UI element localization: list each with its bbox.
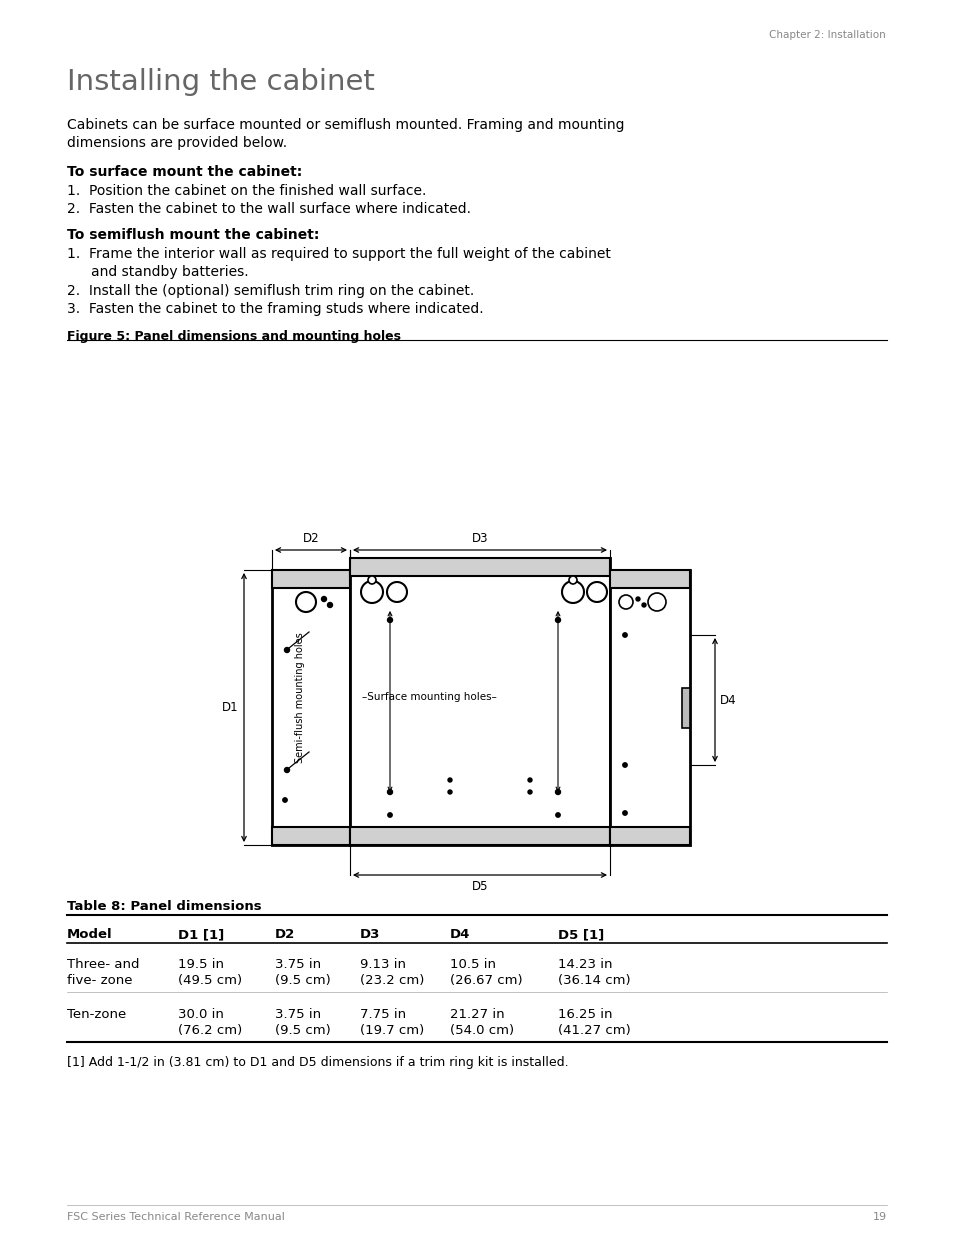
Text: 3.75 in: 3.75 in <box>274 1008 321 1021</box>
Text: 1.  Position the cabinet on the finished wall surface.: 1. Position the cabinet on the finished … <box>67 184 426 198</box>
Circle shape <box>368 576 375 584</box>
Text: (41.27 cm): (41.27 cm) <box>558 1024 630 1037</box>
Text: D1: D1 <box>222 701 239 714</box>
Text: (9.5 cm): (9.5 cm) <box>274 1024 331 1037</box>
Bar <box>609 571 689 845</box>
Circle shape <box>586 582 606 601</box>
Text: (49.5 cm): (49.5 cm) <box>178 974 242 987</box>
Text: 16.25 in: 16.25 in <box>558 1008 612 1021</box>
Text: D2: D2 <box>274 927 294 941</box>
Bar <box>272 571 350 588</box>
Text: D5: D5 <box>471 881 488 893</box>
Text: D2: D2 <box>302 532 319 545</box>
Text: D4: D4 <box>720 694 736 706</box>
Circle shape <box>284 767 289 773</box>
Text: 2.  Fasten the cabinet to the wall surface where indicated.: 2. Fasten the cabinet to the wall surfac… <box>67 203 471 216</box>
Text: Cabinets can be surface mounted or semiflush mounted. Framing and mounting: Cabinets can be surface mounted or semif… <box>67 119 624 132</box>
Text: Ten-zone: Ten-zone <box>67 1008 126 1021</box>
Circle shape <box>568 576 577 584</box>
Circle shape <box>327 603 333 608</box>
Bar <box>609 827 689 845</box>
Text: 7.75 in: 7.75 in <box>359 1008 406 1021</box>
Bar <box>350 558 609 576</box>
Text: (23.2 cm): (23.2 cm) <box>359 974 424 987</box>
Text: To surface mount the cabinet:: To surface mount the cabinet: <box>67 165 302 179</box>
Bar <box>681 688 689 727</box>
Text: D3: D3 <box>359 927 380 941</box>
Text: D4: D4 <box>450 927 470 941</box>
Circle shape <box>387 582 407 601</box>
Circle shape <box>618 595 633 609</box>
Circle shape <box>647 593 665 611</box>
Text: Model: Model <box>67 927 112 941</box>
Text: FSC Series Technical Reference Manual: FSC Series Technical Reference Manual <box>67 1212 285 1221</box>
Circle shape <box>636 597 639 601</box>
Circle shape <box>448 778 452 782</box>
Text: Chapter 2: Installation: Chapter 2: Installation <box>768 30 885 40</box>
Text: Table 8: Panel dimensions: Table 8: Panel dimensions <box>67 900 261 913</box>
Text: (36.14 cm): (36.14 cm) <box>558 974 630 987</box>
Text: Three- and: Three- and <box>67 958 139 971</box>
Text: To semiflush mount the cabinet:: To semiflush mount the cabinet: <box>67 228 319 242</box>
Text: 19: 19 <box>872 1212 886 1221</box>
Text: 3.  Fasten the cabinet to the framing studs where indicated.: 3. Fasten the cabinet to the framing stu… <box>67 303 483 316</box>
Text: (9.5 cm): (9.5 cm) <box>274 974 331 987</box>
Circle shape <box>527 790 532 794</box>
Text: Figure 5: Panel dimensions and mounting holes: Figure 5: Panel dimensions and mounting … <box>67 330 400 343</box>
Text: (26.67 cm): (26.67 cm) <box>450 974 522 987</box>
Circle shape <box>556 813 559 818</box>
Text: 19.5 in: 19.5 in <box>178 958 224 971</box>
Circle shape <box>555 618 560 622</box>
Bar <box>272 827 350 845</box>
Circle shape <box>622 632 626 637</box>
Text: dimensions are provided below.: dimensions are provided below. <box>67 136 287 149</box>
Text: (54.0 cm): (54.0 cm) <box>450 1024 514 1037</box>
Circle shape <box>527 778 532 782</box>
Text: [1] Add 1-1/2 in (3.81 cm) to D1 and D5 dimensions if a trim ring kit is install: [1] Add 1-1/2 in (3.81 cm) to D1 and D5 … <box>67 1056 568 1070</box>
Text: D3: D3 <box>471 532 488 545</box>
Circle shape <box>387 813 392 818</box>
Text: (19.7 cm): (19.7 cm) <box>359 1024 424 1037</box>
Text: D1 [1]: D1 [1] <box>178 927 224 941</box>
Circle shape <box>622 811 626 815</box>
Bar <box>272 571 350 845</box>
Circle shape <box>641 603 645 606</box>
Circle shape <box>282 798 287 803</box>
Circle shape <box>622 763 626 767</box>
Text: five- zone: five- zone <box>67 974 132 987</box>
Bar <box>350 827 609 845</box>
Text: Semi-flush mounting holes: Semi-flush mounting holes <box>294 632 305 763</box>
Text: 1.  Frame the interior wall as required to support the full weight of the cabine: 1. Frame the interior wall as required t… <box>67 247 610 261</box>
Text: D5 [1]: D5 [1] <box>558 927 603 941</box>
Text: 21.27 in: 21.27 in <box>450 1008 504 1021</box>
Circle shape <box>555 789 560 794</box>
Text: 3.75 in: 3.75 in <box>274 958 321 971</box>
Text: Installing the cabinet: Installing the cabinet <box>67 68 375 96</box>
Circle shape <box>295 592 315 613</box>
Circle shape <box>321 597 326 601</box>
Circle shape <box>387 618 392 622</box>
Text: 10.5 in: 10.5 in <box>450 958 496 971</box>
Circle shape <box>360 580 382 603</box>
Text: –Surface mounting holes–: –Surface mounting holes– <box>361 692 497 701</box>
Text: 9.13 in: 9.13 in <box>359 958 406 971</box>
Circle shape <box>284 647 289 652</box>
Text: and standby batteries.: and standby batteries. <box>91 266 249 279</box>
Circle shape <box>448 790 452 794</box>
Text: 2.  Install the (optional) semiflush trim ring on the cabinet.: 2. Install the (optional) semiflush trim… <box>67 284 474 298</box>
Circle shape <box>387 789 392 794</box>
Text: 30.0 in: 30.0 in <box>178 1008 224 1021</box>
Bar <box>350 558 609 845</box>
Text: 14.23 in: 14.23 in <box>558 958 612 971</box>
Text: (76.2 cm): (76.2 cm) <box>178 1024 242 1037</box>
Circle shape <box>561 580 583 603</box>
Bar <box>609 571 689 588</box>
